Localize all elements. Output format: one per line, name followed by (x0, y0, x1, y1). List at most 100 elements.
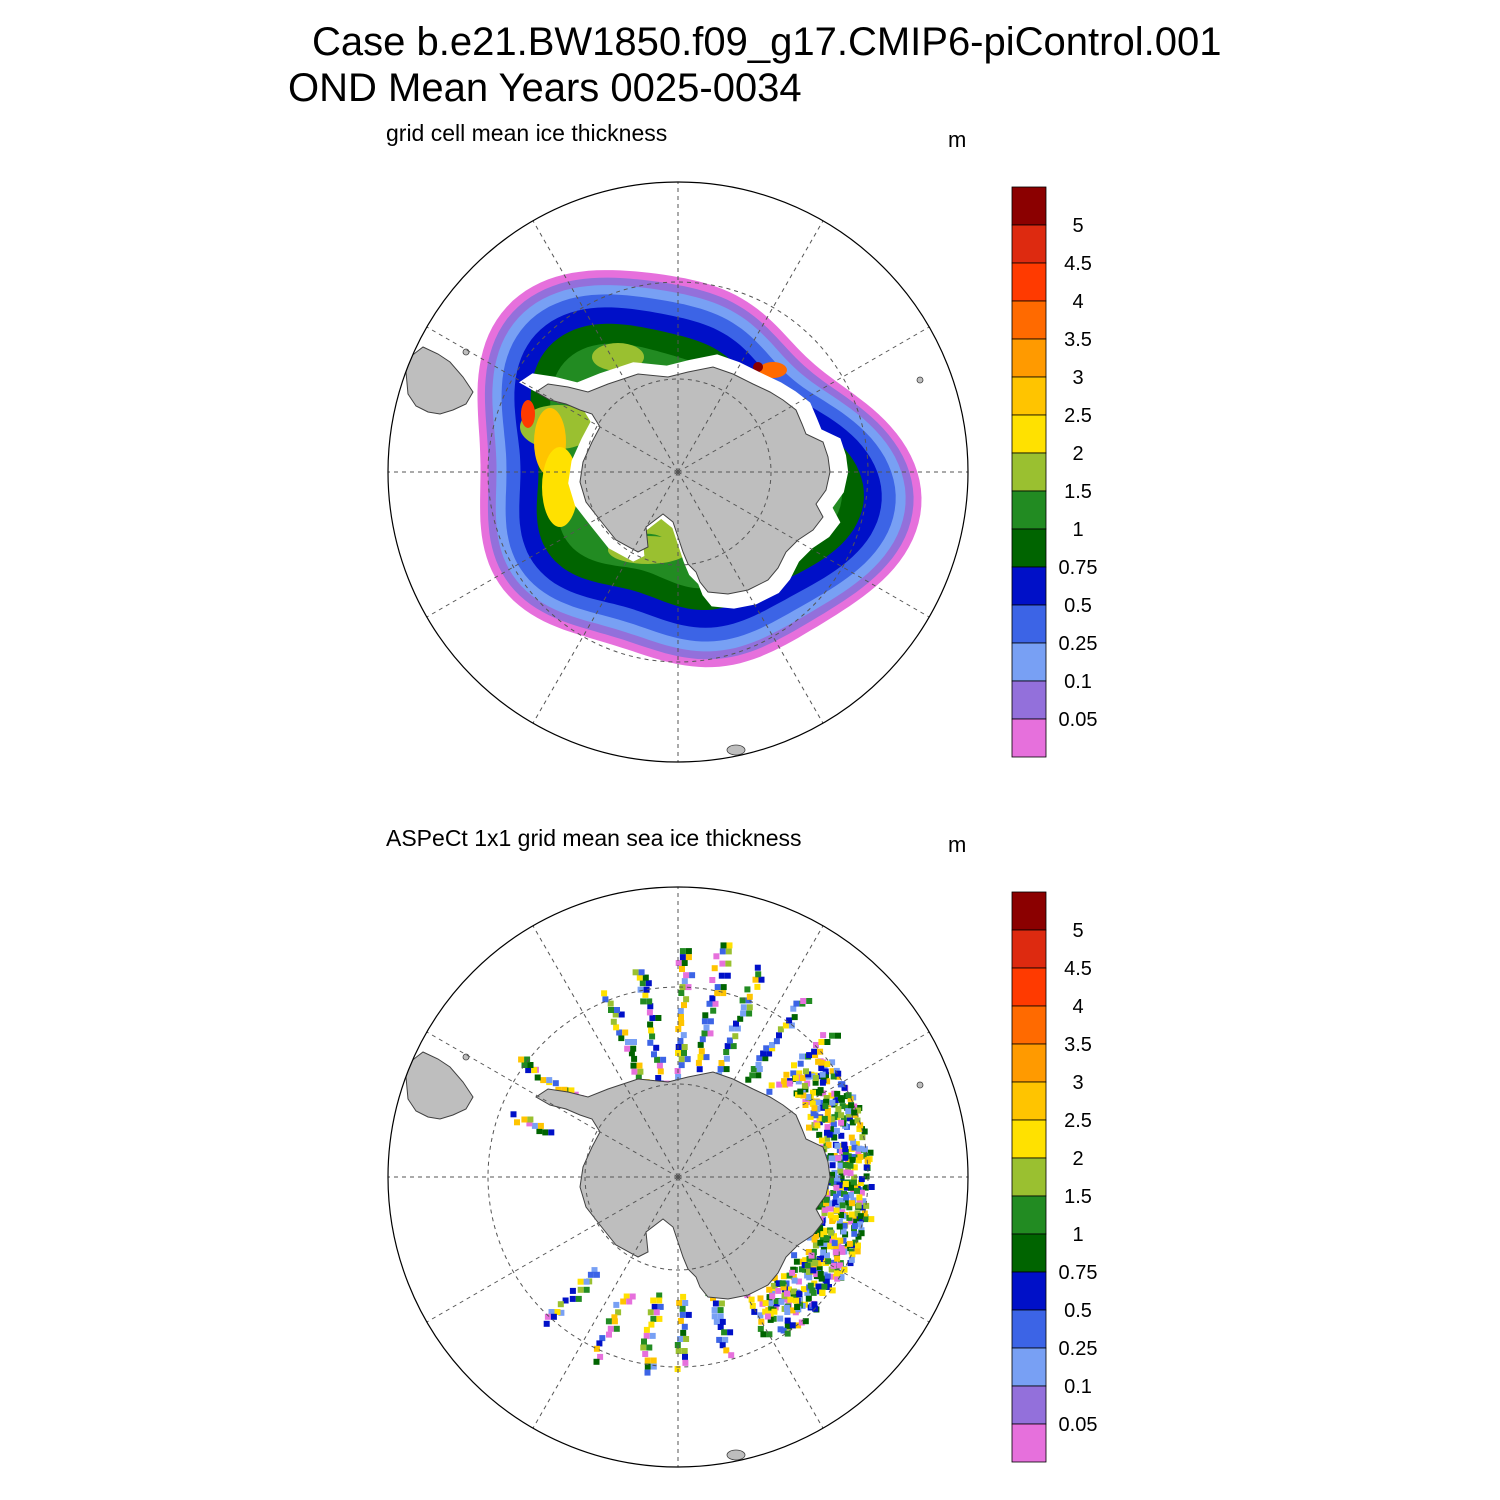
obs-cell (593, 1358, 600, 1365)
obs-cell (613, 1024, 620, 1031)
obs-cell (830, 1121, 837, 1128)
obs-cell (527, 1062, 534, 1068)
obs-cell (645, 980, 652, 987)
meridian-line (426, 326, 679, 473)
obs-cell (795, 1278, 802, 1285)
obs-cell (710, 1295, 716, 1302)
thick-ice-patch (753, 362, 763, 372)
obs-cell (754, 964, 761, 971)
latitude-circle (487, 281, 869, 663)
obs-cell (651, 1051, 657, 1058)
obs-cell (685, 1311, 692, 1318)
obs-cell (631, 1068, 638, 1075)
obs-cell (812, 1242, 819, 1249)
obs-cell (813, 1271, 820, 1278)
obs-cell (755, 971, 762, 978)
obs-cell (823, 1196, 830, 1203)
obs-cell (685, 948, 692, 955)
obs-cell (766, 1050, 773, 1057)
colorbar-label: 0.1 (1064, 1376, 1092, 1398)
obs-cell (819, 1079, 826, 1086)
obs-cell (825, 1258, 832, 1265)
obs-cell (855, 1149, 862, 1156)
obs-cell (832, 1199, 839, 1205)
obs-cell (756, 1066, 763, 1072)
obs-cell (835, 1032, 841, 1039)
obs-cell (755, 1072, 762, 1079)
colorbar-box (1011, 186, 1047, 226)
obs-cell (649, 1033, 656, 1040)
obs-cell (834, 1270, 841, 1277)
obs-cell (720, 990, 727, 997)
obs-cell (542, 1129, 549, 1136)
obs-cell (717, 1307, 724, 1314)
obs-cell (750, 1066, 757, 1072)
obs-cell (824, 1124, 831, 1131)
obs-cell (833, 1193, 839, 1200)
obs-cell (546, 1077, 553, 1084)
obs-cell (796, 1070, 803, 1077)
obs-cell (724, 972, 731, 979)
obs-cell (822, 1068, 829, 1075)
obs-cell (646, 1009, 653, 1016)
colorbar-label: 0.25 (1059, 1338, 1098, 1360)
colorbar-label: 0.75 (1059, 557, 1098, 579)
obs-cell (855, 1242, 861, 1249)
obs-cell (811, 1301, 818, 1308)
obs-cell (783, 1304, 790, 1311)
obs-cell (531, 1067, 538, 1074)
obs-cell (823, 1200, 830, 1207)
obs-cell (818, 1059, 825, 1066)
obs-cell (683, 972, 690, 979)
colorbar-label: 2 (1072, 1148, 1083, 1170)
obs-cell (789, 1322, 796, 1329)
obs-cell (854, 1117, 861, 1124)
obs-cell (746, 1010, 753, 1017)
obs-cell (550, 1313, 557, 1320)
obs-cell (823, 1098, 830, 1105)
obs-cell (807, 1113, 814, 1120)
obs-cell (677, 1336, 684, 1342)
obs-cell (790, 1005, 797, 1012)
meridian-line (677, 1176, 824, 1429)
obs-cell (819, 1201, 826, 1208)
obs-cell (818, 1065, 825, 1071)
obs-cell (831, 1240, 838, 1247)
obs-cell (857, 1216, 864, 1223)
obs-cell (857, 1122, 864, 1129)
thick-ice-patch (521, 400, 535, 428)
obs-cell (822, 1206, 829, 1213)
colorbar-label: 2.5 (1064, 1110, 1092, 1132)
obs-cell (762, 1055, 769, 1062)
obs-cell (602, 996, 609, 1003)
obs-cell (841, 1190, 847, 1197)
obs-cell (790, 1273, 797, 1280)
obs-cell (821, 1283, 828, 1290)
obs-cell (648, 1027, 655, 1034)
obs-cell (858, 1230, 865, 1237)
obs-cell (644, 1363, 651, 1370)
meridian-line (677, 1031, 930, 1178)
colorbar-box (1011, 1195, 1047, 1235)
obs-cell (728, 1352, 735, 1359)
obs-cell (854, 1210, 861, 1217)
obs-cell (527, 1116, 534, 1123)
obs-cell (683, 1336, 690, 1342)
obs-cell (820, 1032, 827, 1039)
obs-cell (632, 969, 639, 976)
meridian-line (677, 220, 824, 473)
obs-cell (754, 983, 761, 990)
colorbar-box (1011, 1309, 1047, 1349)
obs-cell (780, 1284, 787, 1291)
obs-cell (838, 1119, 845, 1126)
colorbar-label: 4.5 (1064, 958, 1092, 980)
obs-cell (768, 1082, 775, 1089)
obs-cell (653, 1044, 660, 1051)
obs-cell (812, 1260, 819, 1266)
obs-cell (734, 1025, 741, 1032)
obs-cell (856, 1126, 863, 1132)
obs-cell (801, 1082, 808, 1089)
obs-cell (782, 1296, 789, 1303)
obs-cell (863, 1173, 870, 1180)
obs-cell (624, 1045, 631, 1052)
